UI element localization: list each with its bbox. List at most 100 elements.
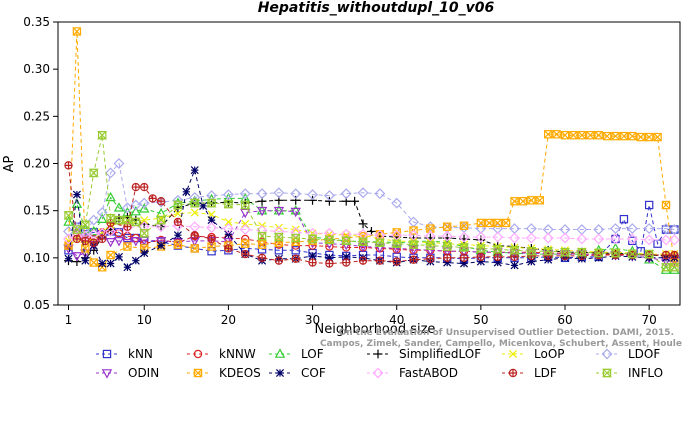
data-point xyxy=(619,214,629,224)
marker-shape xyxy=(569,131,578,140)
marker-shape xyxy=(586,131,595,140)
data-point xyxy=(628,131,637,141)
data-point xyxy=(559,232,571,244)
data-point xyxy=(121,202,133,214)
marker-shape xyxy=(670,251,679,259)
data-point xyxy=(476,252,486,262)
marker-shape xyxy=(256,188,268,200)
data-point xyxy=(241,234,250,244)
data-point xyxy=(373,349,383,359)
data-point xyxy=(155,237,167,247)
marker-shape xyxy=(223,199,234,209)
marker-shape xyxy=(426,255,434,263)
data-point xyxy=(72,234,82,244)
marker-shape xyxy=(544,252,552,260)
marker-shape xyxy=(274,348,286,358)
marker-shape xyxy=(492,245,503,254)
data-point xyxy=(341,236,352,246)
marker-shape xyxy=(273,206,285,217)
marker-shape xyxy=(105,237,116,248)
marker-shape xyxy=(190,244,199,253)
legend-item-simplifiedlof: SimplifiedLOF xyxy=(367,347,481,361)
data-point xyxy=(357,187,369,199)
data-point xyxy=(670,250,679,260)
data-point xyxy=(559,247,571,257)
data-point xyxy=(307,189,318,201)
data-point xyxy=(653,132,662,142)
data-point xyxy=(173,209,182,218)
data-point xyxy=(140,249,149,258)
marker-shape xyxy=(241,250,249,258)
marker-shape xyxy=(130,199,142,211)
marker-shape xyxy=(199,201,208,210)
marker-shape xyxy=(628,236,637,246)
data-point xyxy=(358,256,368,265)
marker-shape xyxy=(357,187,369,199)
data-point xyxy=(72,27,82,36)
marker-shape xyxy=(325,253,334,262)
data-point xyxy=(156,197,166,206)
marker-shape xyxy=(627,249,638,259)
marker-shape xyxy=(392,228,401,237)
data-point xyxy=(626,223,638,235)
data-point xyxy=(63,211,74,220)
marker-shape xyxy=(190,244,199,253)
data-point xyxy=(535,196,544,205)
marker-shape xyxy=(193,349,203,359)
marker-shape xyxy=(426,224,435,233)
data-point xyxy=(636,132,645,142)
marker-shape xyxy=(138,221,150,233)
x-tick-label: 20 xyxy=(221,313,236,327)
data-point xyxy=(173,231,182,240)
marker-shape xyxy=(241,239,250,248)
marker-shape xyxy=(601,348,613,360)
data-point xyxy=(509,232,520,244)
data-point xyxy=(643,234,655,246)
plot-frame xyxy=(57,21,681,306)
data-point xyxy=(274,348,286,358)
data-point xyxy=(106,218,115,228)
marker-shape xyxy=(611,132,620,141)
data-point xyxy=(131,182,141,192)
marker-shape xyxy=(660,223,672,235)
marker-shape xyxy=(290,226,302,238)
marker-shape xyxy=(544,130,553,139)
data-point xyxy=(627,249,638,259)
data-point xyxy=(257,240,267,249)
series-line xyxy=(68,165,675,265)
marker-shape xyxy=(510,197,519,206)
data-point xyxy=(222,223,234,235)
data-point xyxy=(392,257,401,266)
data-point xyxy=(324,235,335,245)
marker-shape xyxy=(374,188,386,200)
marker-shape xyxy=(121,202,133,214)
data-point xyxy=(308,195,317,205)
marker-shape xyxy=(207,247,216,256)
marker-shape xyxy=(191,231,199,239)
data-point xyxy=(543,251,553,261)
marker-shape xyxy=(526,247,537,256)
data-point xyxy=(72,190,81,199)
data-point xyxy=(661,200,671,210)
data-point xyxy=(668,224,680,235)
marker-shape xyxy=(157,214,166,223)
data-point xyxy=(441,230,453,242)
marker-shape xyxy=(275,368,285,378)
legend-label: kNN xyxy=(128,347,153,361)
data-point xyxy=(64,254,73,263)
marker-shape xyxy=(106,250,115,260)
marker-shape xyxy=(408,240,419,249)
data-point xyxy=(193,349,203,359)
marker-shape xyxy=(509,232,520,244)
marker-shape xyxy=(475,244,486,253)
marker-shape xyxy=(357,242,369,253)
data-point xyxy=(409,255,418,264)
marker-shape xyxy=(206,190,218,202)
data-point xyxy=(543,130,553,139)
marker-shape xyxy=(644,132,654,142)
data-point xyxy=(96,207,108,219)
data-point xyxy=(391,197,403,209)
marker-shape xyxy=(611,131,620,141)
marker-shape xyxy=(577,131,587,140)
marker-shape xyxy=(560,131,570,140)
